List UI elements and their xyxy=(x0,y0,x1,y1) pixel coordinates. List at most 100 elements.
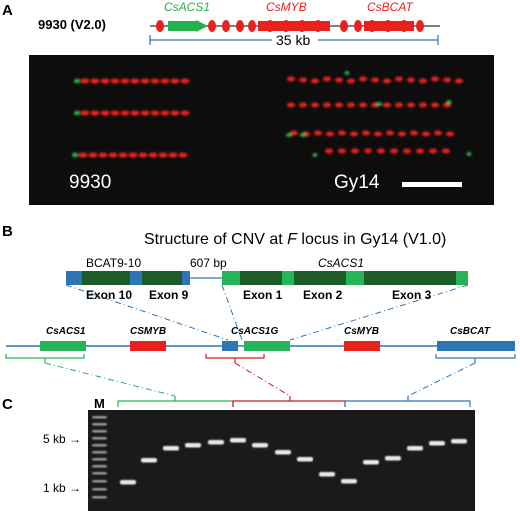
bcat-label: BCAT9-10 xyxy=(86,256,142,270)
sample-band xyxy=(275,450,291,455)
fish-signal xyxy=(359,76,367,82)
fish-signal xyxy=(110,78,120,84)
fish-signal xyxy=(446,131,454,137)
genome-track-diagram xyxy=(149,20,440,48)
connector-line xyxy=(65,284,229,341)
bracket-blue xyxy=(435,354,516,359)
fish-signal xyxy=(100,110,110,116)
fish-signal xyxy=(90,110,100,116)
red-probe-dot xyxy=(266,20,274,32)
map-gene-label: CsACS1G xyxy=(231,326,279,337)
marker-arrow-icon: → xyxy=(69,481,82,495)
exon-label: Exon 10 xyxy=(86,288,133,302)
exon-label: Exon 9 xyxy=(149,288,189,302)
ladder-band xyxy=(92,496,107,499)
fish-signal xyxy=(72,152,78,158)
fish-signal xyxy=(311,78,319,84)
connector-green xyxy=(44,362,176,397)
acs1-block xyxy=(168,21,196,31)
ladder-label: M xyxy=(94,396,105,411)
ladder-band xyxy=(92,458,107,461)
acs1-exon2 xyxy=(294,271,346,285)
fish-signal xyxy=(180,78,190,84)
acs1-green-seg-2 xyxy=(282,271,294,285)
fish-signal xyxy=(431,76,439,82)
marker-1kb: 1 kb → xyxy=(43,481,81,495)
fish-signal xyxy=(359,102,367,108)
sample-band xyxy=(120,480,136,485)
connector-red xyxy=(234,362,291,397)
sample-band xyxy=(252,443,268,448)
fish-signal xyxy=(419,78,427,84)
fish-signal xyxy=(422,131,430,137)
fish-signal xyxy=(168,152,178,158)
map-gene-label: CsACS1 xyxy=(46,326,86,337)
ladder-band xyxy=(92,488,107,491)
bcat-exon9 xyxy=(142,271,182,285)
sample-band xyxy=(185,443,201,448)
title-pre: Structure of CNV at xyxy=(144,231,288,248)
acs1-exon3 xyxy=(364,271,456,285)
ladder-band xyxy=(92,423,107,426)
map-gene-label: CsBCAT xyxy=(450,326,490,337)
map-myb-1 xyxy=(130,341,166,351)
sample-band xyxy=(451,439,467,444)
gene-label-bcat: CsBCAT xyxy=(367,0,413,14)
bracket-green xyxy=(5,354,85,359)
ladder-band xyxy=(92,451,107,454)
gene-label-acs1: CsACS1 xyxy=(164,0,211,14)
fish-signal xyxy=(386,130,394,136)
fish-signal xyxy=(344,71,350,75)
bcat-exon10 xyxy=(82,271,130,285)
fish-signal xyxy=(98,152,108,158)
ladder-band xyxy=(92,465,107,468)
fish-signal xyxy=(150,110,160,116)
fish-signal xyxy=(170,110,180,116)
bracket-to-gel-connectors xyxy=(44,362,476,407)
red-probe-dot xyxy=(354,20,362,32)
ladder-band xyxy=(92,480,107,483)
fish-signal xyxy=(299,77,307,83)
fish-signal xyxy=(80,78,90,84)
fish-signal xyxy=(407,77,415,83)
exon-label: Exon 2 xyxy=(303,288,343,302)
bracket-red xyxy=(205,354,265,359)
fish-signal xyxy=(74,110,80,116)
fish-signal xyxy=(140,78,150,84)
fish-signal xyxy=(180,110,190,116)
sample-band xyxy=(319,472,335,477)
fish-signal xyxy=(446,100,452,104)
ladder-band xyxy=(92,430,107,433)
sample-band xyxy=(297,457,313,462)
myb-block xyxy=(258,21,330,31)
marker-5kb-text: 5 kb xyxy=(43,432,66,446)
fish-signal xyxy=(338,148,346,154)
fish-signal xyxy=(443,77,451,83)
fish-signal xyxy=(377,148,385,154)
acs1-exon1 xyxy=(240,271,282,285)
fish-signal xyxy=(395,102,403,108)
fish-signal xyxy=(383,102,391,108)
marker-arrow-icon: → xyxy=(69,432,82,446)
acs1-green-seg-4 xyxy=(456,271,468,285)
fish-signal xyxy=(128,152,138,158)
map-myb-2 xyxy=(344,341,380,351)
fish-signal xyxy=(160,110,170,116)
connector-blue xyxy=(407,362,476,397)
fish-signal xyxy=(362,130,370,136)
sample-band xyxy=(363,460,379,465)
red-probe-dot xyxy=(282,20,290,32)
red-probe-dot xyxy=(248,20,256,32)
fish-signal xyxy=(376,102,382,106)
bcat-blue-seg-1 xyxy=(66,271,82,285)
gap-label: 607 bp xyxy=(190,256,227,270)
map-acs1g-blue xyxy=(222,341,238,351)
fish-signal xyxy=(299,102,307,108)
red-probe-dot xyxy=(340,20,348,32)
fish-signal xyxy=(335,77,343,83)
fish-signal xyxy=(78,152,88,158)
ladder-band xyxy=(92,472,107,475)
panel-c-letter: C xyxy=(2,396,13,413)
red-probe-dot xyxy=(156,20,164,32)
sample-band xyxy=(230,438,246,443)
